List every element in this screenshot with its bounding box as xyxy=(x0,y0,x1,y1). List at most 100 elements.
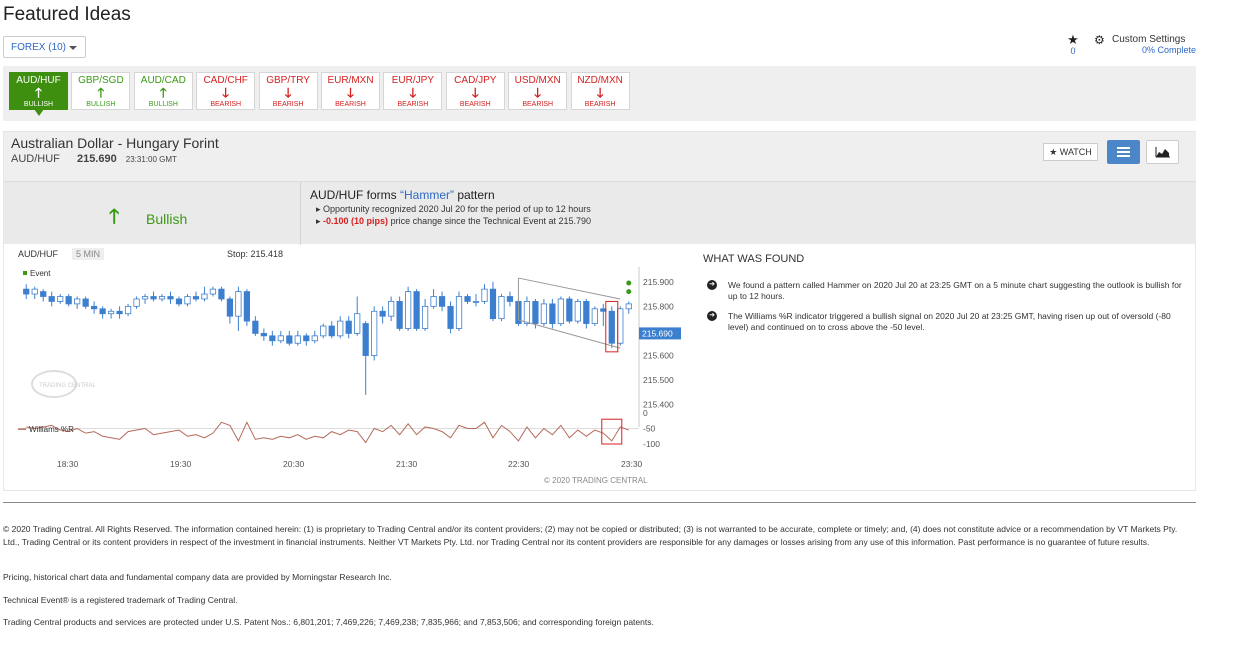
arrow-down-icon: 🡓 xyxy=(596,85,604,100)
candle-body xyxy=(82,298,89,307)
candle-body xyxy=(540,303,548,324)
candle-body xyxy=(354,313,361,334)
chart-copyright: © 2020 TRADING CENTRAL xyxy=(544,476,648,485)
forex-filter-dropdown[interactable]: FOREX (10) xyxy=(3,36,86,58)
forex-filter-label: FOREX (10) xyxy=(11,42,67,53)
pair-signal: BEARISH xyxy=(397,101,429,108)
candle-body xyxy=(371,310,378,356)
price-chart[interactable]: AUD/HUF 5 MIN Stop: 215.418 Event TRADING CE… xyxy=(14,245,694,490)
event-pattern-link[interactable]: “Hammer” xyxy=(400,188,454,202)
settings-progress: 0% Complete xyxy=(1141,45,1196,55)
arrow-up-icon: 🡑 xyxy=(159,85,167,100)
candle-body xyxy=(421,305,429,329)
stop-level: Stop: 215.418 xyxy=(227,249,283,259)
candle-body xyxy=(413,291,420,329)
wr-tick-label: 0 xyxy=(643,408,648,418)
wr-tick-label: -50 xyxy=(643,424,656,434)
candle-body xyxy=(243,291,250,322)
list-view-button[interactable] xyxy=(1107,140,1140,164)
candle-body xyxy=(481,288,488,302)
pairs-bar: AUD/HUF 🡑 BULLISH GBP/SGD 🡑 BULLISH AUD/CAD 🡑 BU… xyxy=(3,66,1196,121)
pair-signal: BULLISH xyxy=(86,101,116,108)
pair-tile-cad-chf[interactable]: CAD/CHF 🡓 BEARISH xyxy=(196,72,256,110)
footer-patents: Trading Central products and services ar… xyxy=(3,617,654,627)
candle-body xyxy=(201,293,208,300)
favorites[interactable]: ★ 0 xyxy=(1066,33,1080,56)
candle-body xyxy=(141,296,149,300)
arrow-right-icon: ➜ xyxy=(707,311,717,321)
pair-tile-aud-huf[interactable]: AUD/HUF 🡑 BULLISH xyxy=(9,72,68,116)
pair-symbol: GBP/SGD xyxy=(78,75,124,86)
watch-button[interactable]: ★ WATCH xyxy=(1043,143,1098,161)
signal-label: Bullish xyxy=(146,211,188,227)
star-icon: ★ xyxy=(1049,147,1058,157)
idea-panel: Australian Dollar - Hungary Forint AUD/H… xyxy=(3,131,1196,491)
wr-tick-label: -100 xyxy=(643,439,660,449)
event-line-1: ▸ Opportunity recognized 2020 Jul 20 for… xyxy=(316,204,591,214)
candle-body xyxy=(379,310,386,317)
candle-body xyxy=(438,296,446,307)
candle-body xyxy=(133,298,140,307)
pair-tile-eur-jpy[interactable]: EUR/JPY 🡓 BEARISH xyxy=(383,72,443,110)
chart-symbol: AUD/HUF xyxy=(18,249,59,259)
candle-body xyxy=(574,301,581,322)
watermark-text: TRADING CENTRAL xyxy=(39,383,96,389)
signal-band: 🡑 Bullish AUD/HUF forms “Hammer” pattern… xyxy=(4,181,1196,245)
instrument-quote: AUD/HUF 215.690 23:31:00 GMT xyxy=(11,153,177,165)
area-chart-icon xyxy=(1155,147,1170,158)
arrow-up-icon: 🡑 xyxy=(109,206,120,228)
pair-signal: BEARISH xyxy=(522,101,554,108)
arrow-up-icon: 🡑 xyxy=(97,85,105,100)
arrow-up-icon: 🡑 xyxy=(35,85,42,100)
event-change: -0.100 (10 pips) xyxy=(323,216,389,226)
time-tick-label: 21:30 xyxy=(396,459,418,469)
event-legend-swatch xyxy=(23,271,27,275)
price-tick-label: 215.500 xyxy=(643,375,674,385)
pair-symbol: CAD/JPY xyxy=(454,75,497,86)
pair-tile-gbp-sgd[interactable]: GBP/SGD 🡑 BULLISH xyxy=(71,72,131,110)
candle-body xyxy=(523,301,531,324)
found-item: ➜ We found a pattern called Hammer on 20… xyxy=(707,280,1187,302)
arrow-right-icon: ➜ xyxy=(707,280,717,290)
instrument-symbol: AUD/HUF xyxy=(11,153,60,165)
chart-interval: 5 MIN xyxy=(76,249,100,259)
candle-body xyxy=(472,301,480,303)
price-tick-label: 215.400 xyxy=(643,400,674,410)
candle-body xyxy=(489,288,497,320)
price-tick-label: 215.900 xyxy=(643,277,674,287)
arrow-down-icon: 🡓 xyxy=(347,85,354,100)
event-line-2: ▸ -0.100 (10 pips) price change since th… xyxy=(316,216,592,226)
star-icon: ★ xyxy=(1067,32,1079,47)
pair-symbol: CAD/CHF xyxy=(203,75,248,86)
chart-view-button[interactable] xyxy=(1146,140,1179,164)
pair-tile-aud-cad[interactable]: AUD/CAD 🡑 BULLISH xyxy=(133,72,193,110)
candle-body xyxy=(608,310,615,344)
pair-tile-eur-mxn[interactable]: EUR/MXN 🡓 BEARISH xyxy=(321,72,380,110)
pair-tile-gbp-try[interactable]: GBP/TRY 🡓 BEARISH xyxy=(258,72,318,110)
footer-pricing: Pricing, historical chart data and funda… xyxy=(3,572,392,582)
candle-body xyxy=(625,303,632,310)
pair-signal: BULLISH xyxy=(148,101,178,108)
pair-tile-cad-jpy[interactable]: CAD/JPY 🡓 BEARISH xyxy=(445,72,505,110)
pair-signal: BEARISH xyxy=(584,101,616,108)
pair-tile-nzd-mxn[interactable]: NZD/MXN 🡓 BEARISH xyxy=(570,72,630,110)
list-icon xyxy=(1117,147,1130,157)
footer-trademark: Technical Event® is a registered tradema… xyxy=(3,595,238,605)
found-item: ➜ The Williams %R indicator triggered a … xyxy=(707,311,1187,333)
instrument-price: 215.690 xyxy=(76,153,117,165)
instrument-header: Australian Dollar - Hungary Forint AUD/H… xyxy=(4,132,1196,181)
pair-signal: BEARISH xyxy=(272,101,304,108)
pair-symbol: EUR/MXN xyxy=(327,75,374,86)
found-item-text: We found a pattern called Hammer on 2020… xyxy=(728,280,1182,301)
candle-body xyxy=(396,301,403,329)
candle-body xyxy=(506,296,514,302)
candle-body xyxy=(235,291,242,317)
candle-body xyxy=(320,325,327,337)
pair-tile-usd-mxn[interactable]: USD/MXN 🡓 BEARISH xyxy=(508,72,568,110)
candle-body xyxy=(65,296,72,305)
pair-signal: BEARISH xyxy=(335,101,366,108)
chevron-down-icon xyxy=(69,46,77,50)
footer-divider xyxy=(3,502,1196,503)
candle-body xyxy=(583,301,590,324)
pair-symbol: USD/MXN xyxy=(514,75,561,86)
